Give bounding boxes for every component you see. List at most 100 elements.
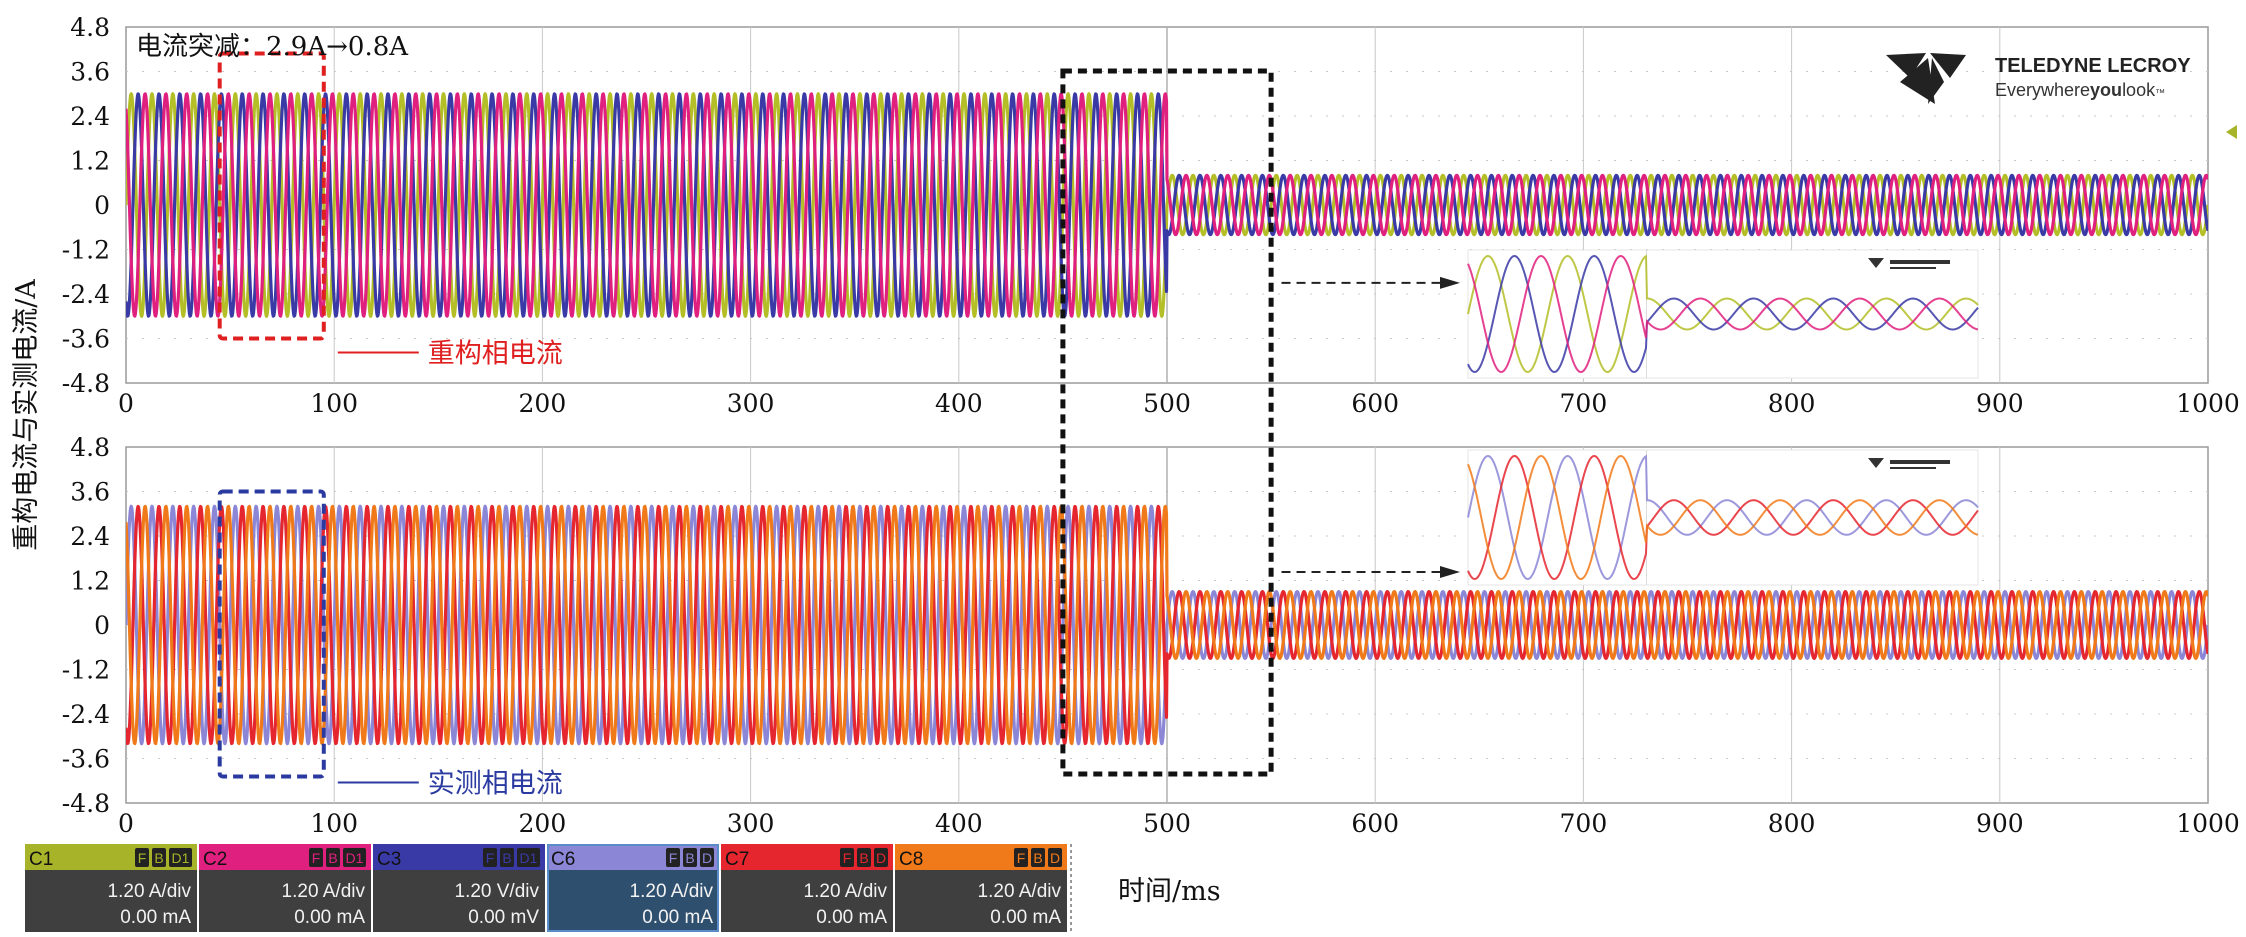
channel-tag: F xyxy=(486,850,495,866)
y-tick-label: 3.6 xyxy=(70,58,110,87)
x-tick-label: 400 xyxy=(935,809,983,838)
y-tick-label: -4.8 xyxy=(62,789,110,818)
x-tick-label: 600 xyxy=(1351,389,1399,418)
x-tick-label: 0 xyxy=(118,809,134,838)
channel-tag-box xyxy=(700,848,714,867)
measured-current-panel: 4.8 3.6 2.4 1.2 0 -1.2 -2.4 -3.6 -4.8 0 100 200 300 4… xyxy=(62,433,2240,838)
channel-tag: D1 xyxy=(172,850,190,866)
y-tick-label: -2.4 xyxy=(62,280,110,309)
channel-tag-box xyxy=(483,848,497,867)
channel-tag-box xyxy=(857,848,871,867)
channel-descriptor-c3: C3 D1 BF 1.20 V/div 0.00 mV xyxy=(373,844,545,932)
waveforms xyxy=(126,504,2208,746)
series-line xyxy=(126,504,2208,746)
channel-body xyxy=(199,870,371,932)
x-tick-label: 800 xyxy=(1768,809,1816,838)
channel-name: C6 xyxy=(551,849,575,870)
x-tick-label: 100 xyxy=(310,809,358,838)
x-tick-label: 700 xyxy=(1560,389,1608,418)
channel-body xyxy=(895,870,1067,932)
y-tick-label: 0 xyxy=(94,611,110,640)
channel-descriptor-c1: C1 D1 BF 1.20 A/div 0.00 mA xyxy=(25,844,197,932)
x-tick-label: 500 xyxy=(1143,389,1191,418)
channel-tag-box xyxy=(500,848,514,867)
channel-tag: B xyxy=(1033,850,1042,866)
y-axis-label: 重构电流与实测电流/A xyxy=(11,279,42,551)
inset-series-line xyxy=(1467,254,1979,374)
channel-tag: D xyxy=(876,850,886,866)
channel-tag: B xyxy=(685,850,694,866)
x-tick-label: 300 xyxy=(727,389,775,418)
inset-logo-icon xyxy=(1868,458,1950,469)
channel-tag: D1 xyxy=(520,850,538,866)
channel-name: C8 xyxy=(899,849,923,870)
channel-name: C7 xyxy=(725,849,749,870)
channel-offset: 0.00 mA xyxy=(642,907,713,928)
channel-offset: 0.00 mA xyxy=(816,907,887,928)
y-tick-label: -2.4 xyxy=(62,700,110,729)
reconstructed-current-panel: 4.8 3.6 2.4 1.2 0 -1.2 -2.4 -3.6 -4.8 0 100 200 300 4… xyxy=(62,13,2240,418)
channel-tag-box xyxy=(309,848,323,867)
y-tick-label: 2.4 xyxy=(70,102,110,131)
channel-tag-box xyxy=(1031,848,1045,867)
y-tick-label: -4.8 xyxy=(62,369,110,398)
channel-tag-box xyxy=(517,848,540,867)
y-tick-label: -3.6 xyxy=(62,325,110,354)
channel-tag: D xyxy=(1050,850,1060,866)
channel-tag: B xyxy=(502,850,511,866)
x-tick-label: 100 xyxy=(310,389,358,418)
x-tick-label: 200 xyxy=(519,389,567,418)
y-tick-label: 4.8 xyxy=(70,13,110,42)
channel-name: C1 xyxy=(29,849,53,870)
inset-series-line xyxy=(1467,254,1979,374)
series-line xyxy=(126,504,2208,746)
channel-tag-box xyxy=(169,848,192,867)
inset-series-line xyxy=(1467,454,1979,581)
channel-tag-box xyxy=(1014,848,1028,867)
channel-descriptor-c2: C2 D1 BF 1.20 A/div 0.00 mA xyxy=(199,844,371,932)
channel-scale: 1.20 A/div xyxy=(282,881,366,902)
logo-brand: TELEDYNE LECROY xyxy=(1995,55,2191,77)
channel-tag: B xyxy=(154,850,163,866)
series-line xyxy=(126,92,2208,318)
zoom-arrow-head-icon xyxy=(1440,566,1460,578)
y-tick-label: 3.6 xyxy=(70,478,110,507)
y-tick-label: -3.6 xyxy=(62,745,110,774)
x-tick-label: 800 xyxy=(1768,389,1816,418)
channel-offset: 0.00 mA xyxy=(294,907,365,928)
channel-tag-box xyxy=(152,848,166,867)
x-tick-label: 300 xyxy=(727,809,775,838)
channel-tag: F xyxy=(1017,850,1026,866)
legend-label: 实测相电流 xyxy=(428,769,563,800)
channel-tag: B xyxy=(859,850,868,866)
y-tick-label: 1.2 xyxy=(70,567,110,596)
y-tick-label: -1.2 xyxy=(62,236,110,265)
channel-scale: 1.20 A/div xyxy=(108,881,192,902)
channel-scale: 1.20 A/div xyxy=(978,881,1062,902)
channel-scale: 1.20 V/div xyxy=(455,881,540,902)
channel-tag-box xyxy=(840,848,854,867)
annotation-title: 电流突减：2.9A→0.8A xyxy=(136,32,409,62)
channel-header xyxy=(25,844,197,870)
highlight-window-box xyxy=(217,51,326,341)
channel-tag-box xyxy=(326,848,340,867)
highlight-window-box xyxy=(217,489,326,779)
series-line xyxy=(126,92,2208,318)
channel-tag: D1 xyxy=(346,850,364,866)
channel-tag: F xyxy=(138,850,147,866)
x-tick-label: 500 xyxy=(1143,809,1191,838)
x-tick-label: 0 xyxy=(118,389,134,418)
channel-descriptor-c7: C7 DBF 1.20 A/div 0.00 mA xyxy=(721,844,893,932)
logo-mark-icon xyxy=(1886,53,1966,104)
channel-tag: B xyxy=(328,850,337,866)
channel-tag: F xyxy=(312,850,321,866)
series-line xyxy=(126,92,2208,318)
x-tick-label: 900 xyxy=(1976,389,2024,418)
channel-descriptor-c6: C6 DBF 1.20 A/div 0.00 mA xyxy=(547,844,719,932)
channel-tag-box xyxy=(683,848,697,867)
legend-label: 重构相电流 xyxy=(428,339,563,370)
zoom-arrow-head-icon xyxy=(1440,276,1460,289)
inset-series-line xyxy=(1467,454,1979,581)
channel-selected-outline xyxy=(547,844,719,932)
